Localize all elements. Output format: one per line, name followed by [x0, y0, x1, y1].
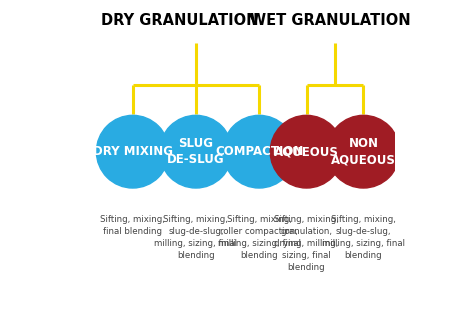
Text: SLUG
DE-SLUG: SLUG DE-SLUG: [167, 137, 225, 166]
Text: AQUEOUS: AQUEOUS: [274, 145, 339, 158]
Text: WET GRANULATION: WET GRANULATION: [250, 13, 410, 28]
Text: NON
AQUEOUS: NON AQUEOUS: [331, 137, 396, 166]
Circle shape: [327, 115, 400, 188]
Text: Sifting, mixing,
slug-de-slug,
milling, sizing, final
blending: Sifting, mixing, slug-de-slug, milling, …: [155, 215, 237, 260]
Text: Sifting, mixing,
granulation,
drying, milling,
sizing, final
blending: Sifting, mixing, granulation, drying, mi…: [274, 215, 339, 272]
Circle shape: [160, 115, 232, 188]
Circle shape: [223, 115, 295, 188]
Circle shape: [96, 115, 169, 188]
Text: Sifting, mixing,
roller compaction,
milling, sizing, final
blending: Sifting, mixing, roller compaction, mill…: [218, 215, 301, 260]
Text: DRY GRANULATION: DRY GRANULATION: [101, 13, 259, 28]
Text: COMPACTION: COMPACTION: [215, 145, 303, 158]
Text: Sifting, mixing,
final blending: Sifting, mixing, final blending: [100, 215, 165, 236]
Text: DRY MIXING: DRY MIXING: [93, 145, 173, 158]
Text: Sifting, mixing,
slug-de-slug,
milling, sizing, final
blending: Sifting, mixing, slug-de-slug, milling, …: [322, 215, 405, 260]
Circle shape: [270, 115, 343, 188]
